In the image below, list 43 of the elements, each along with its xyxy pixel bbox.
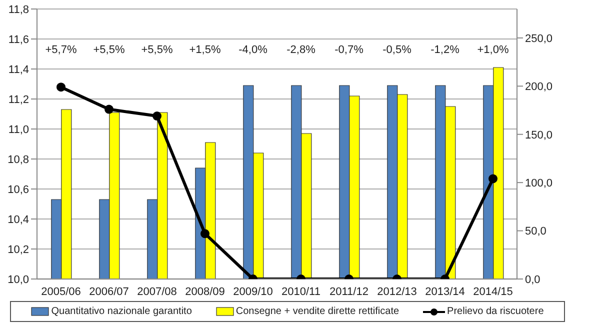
annotation: -0,5%: [382, 44, 412, 56]
x-tick-label: 2012/13: [377, 286, 417, 298]
annotation: +1,0%: [477, 44, 509, 56]
y-tick-label: 10,2: [8, 244, 29, 256]
x-tick-label: 2006/07: [89, 286, 129, 298]
y2-tick-label: 50,0: [525, 226, 546, 238]
annotation: -1,2%: [430, 44, 460, 56]
y-tick-label: 10,6: [8, 184, 29, 196]
annotation: +5,5%: [93, 44, 125, 56]
legend-label: Quantitativo nazionale garantito: [51, 306, 192, 317]
y-tick-label: 10,4: [8, 214, 29, 226]
point: [152, 112, 162, 121]
y-tick-label: 10,8: [8, 154, 29, 166]
x-tick-label: 2013/14: [425, 286, 465, 298]
x-tick-label: 2014/15: [473, 286, 513, 298]
x-tick-label: 2011/12: [330, 286, 368, 298]
y-tick-label: 11,0: [8, 124, 29, 136]
annotation: -0,7%: [334, 44, 364, 56]
point: [488, 174, 498, 184]
x-tick-label: 2005/06: [41, 286, 81, 298]
y2-tick-label: 100,0: [525, 177, 553, 190]
y2-tick-label: 200,0: [525, 81, 553, 94]
y-tick-label: 11,4: [8, 64, 29, 76]
x-tick-label: 2010/11: [282, 286, 320, 298]
y-tick-label: 11,2: [8, 94, 29, 106]
annotation: -4,0%: [238, 44, 268, 56]
annotation: +5,5%: [141, 44, 173, 56]
annotation: -2,8%: [286, 44, 316, 56]
y-tick-label: 11,8: [8, 4, 29, 16]
y-tick-label: 11,6: [8, 34, 29, 46]
x-tick-label: 2008/09: [185, 286, 225, 298]
legend-label: Consegne + vendite dirette rettificate: [236, 306, 400, 317]
x-tick-label: 2009/10: [233, 286, 273, 298]
point: [104, 104, 114, 114]
y2-tick-label: 150,0: [525, 129, 553, 142]
y2-tick-label: 250,0: [525, 32, 553, 45]
point: [56, 82, 66, 92]
annotation: +1,5%: [189, 44, 221, 56]
y2-tick-label: 0,0: [525, 274, 540, 286]
y-tick-label: 10,0: [8, 274, 29, 286]
legend-label: Prelievo da riscuotere: [447, 306, 544, 317]
annotation: +5,7%: [45, 44, 77, 56]
x-tick-label: 2007/08: [137, 286, 177, 298]
